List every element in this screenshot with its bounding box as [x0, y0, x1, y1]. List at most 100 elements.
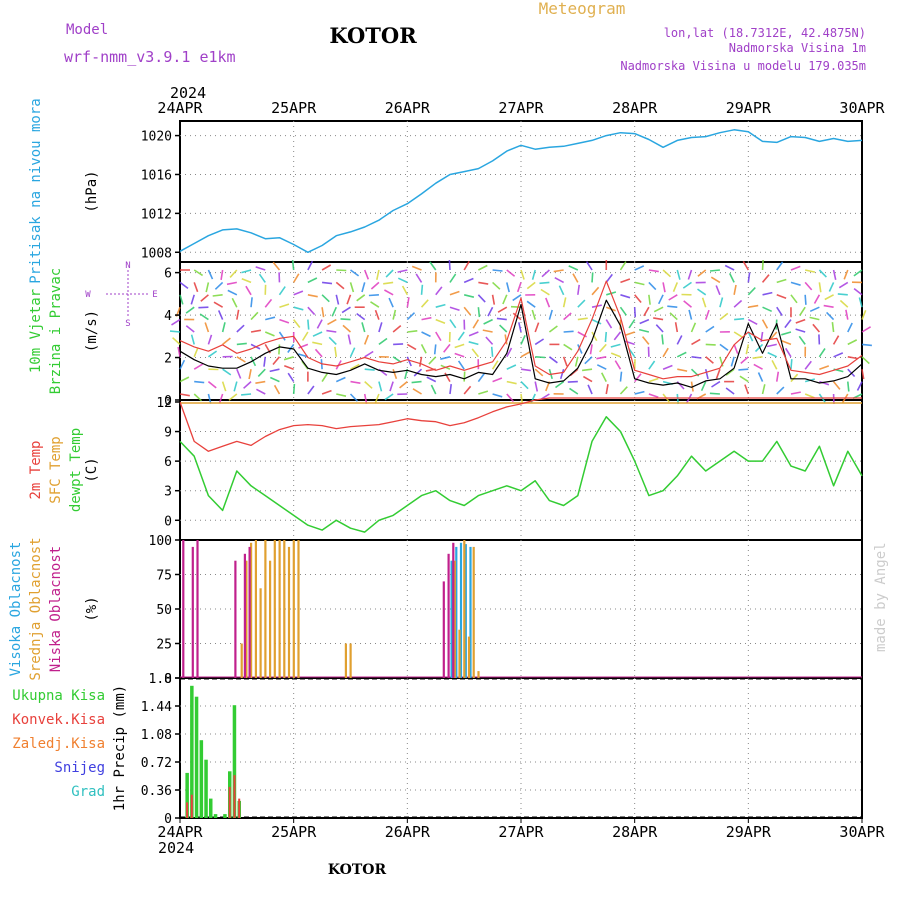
wind-barb: [499, 324, 508, 333]
wind-barb: [761, 319, 769, 329]
wind-barb: [520, 368, 532, 372]
wind-barb: [534, 368, 544, 377]
elevation-label: Nadmorska Visina 1m: [729, 41, 866, 55]
wind-barb: [776, 294, 787, 299]
wind-barb: [199, 313, 209, 321]
precip-bar: [233, 775, 236, 818]
wind-barb: [563, 312, 572, 321]
wind-barb: [809, 316, 820, 321]
wind-barb: [492, 377, 503, 383]
wind-barb: [342, 324, 352, 333]
x-label-top: 26APR: [385, 99, 431, 117]
wind-barb: [697, 269, 707, 277]
cloud-bar: [240, 643, 243, 678]
wind-barb: [577, 344, 583, 354]
wind-barb: [781, 331, 792, 336]
model-label: Model: [66, 22, 108, 38]
wind-barb: [559, 368, 565, 380]
wind-barb: [413, 368, 423, 377]
wind-barb: [392, 368, 398, 379]
wind-barb: [591, 286, 600, 296]
wind-barb: [819, 365, 830, 370]
wind-barb: [634, 294, 642, 304]
wind-barb: [412, 388, 422, 395]
wind-barb: [761, 274, 770, 283]
y-tick-label: 25: [156, 638, 172, 653]
wind-gust-line: [179, 280, 863, 380]
x-label-bottom: 25APR: [271, 823, 317, 841]
wind-barb: [193, 269, 204, 277]
wind-barb: [534, 381, 539, 392]
wind-barb: [340, 318, 351, 321]
wind-barb: [346, 294, 352, 305]
wind-barb: [553, 269, 564, 273]
wind-barb: [321, 294, 330, 303]
wind-barb: [613, 331, 622, 341]
wind-barb: [236, 368, 242, 379]
y-tick-label: 0.72: [141, 756, 172, 771]
wind-barb: [634, 265, 645, 271]
wind-barb: [648, 360, 656, 370]
y-tick-label: 6: [164, 455, 172, 470]
wind-barb: [577, 284, 580, 295]
wind-barb: [662, 282, 666, 293]
wind-barb: [619, 306, 627, 316]
wind-barb: [776, 261, 784, 271]
wind-barb: [725, 368, 735, 376]
wind-barb: [255, 380, 266, 384]
wind-barb: [610, 343, 621, 348]
wind-barb: [443, 343, 451, 353]
wind-barb: [350, 363, 360, 370]
wind-barb: [530, 393, 536, 404]
cloud-bar: [349, 643, 352, 678]
wind-barb: [804, 360, 812, 370]
wind-barb: [762, 291, 773, 296]
wind-barb: [776, 278, 787, 284]
wind-barb: [837, 293, 848, 296]
wind-barb: [653, 306, 664, 313]
wind-barb: [471, 348, 480, 358]
wind-barb: [605, 384, 609, 395]
y-tick-label: 1.08: [141, 728, 172, 743]
wind-barb: [605, 319, 613, 329]
wind-barb: [392, 324, 402, 333]
wind-barb: [420, 344, 427, 354]
wind-barb: [361, 322, 366, 333]
chart-marks: [169, 129, 872, 818]
credit-watermark: made by Angel: [873, 542, 889, 652]
wind-barb: [809, 306, 820, 313]
precip-bar: [204, 759, 208, 818]
y-tick-label: 3: [164, 485, 172, 500]
wind-barb: [655, 324, 664, 333]
wind-barb: [531, 309, 536, 320]
wind-barb: [705, 325, 715, 333]
wind-barb: [433, 344, 437, 355]
wind-barb: [221, 322, 226, 333]
wind-barb: [463, 277, 474, 284]
cloud-bar: [450, 560, 453, 678]
wind-barb: [568, 265, 579, 271]
wind-barb: [384, 393, 394, 401]
wind-barb: [222, 337, 231, 346]
wind-barb: [468, 331, 479, 337]
wind-barb: [818, 282, 822, 293]
x-label-top: 30APR: [839, 99, 885, 117]
wind-barb: [336, 269, 347, 272]
wind-barb: [393, 343, 404, 346]
wind-barb: [668, 294, 678, 301]
wind-barb: [795, 318, 806, 324]
cloud-bar: [458, 629, 461, 678]
wind-barb: [463, 294, 475, 298]
wind-barb: [236, 309, 240, 320]
wind-barb: [691, 338, 701, 346]
wind-barb: [719, 297, 724, 308]
wind-barb: [328, 336, 337, 345]
wind-barb: [492, 393, 503, 398]
wind-barb: [776, 386, 785, 395]
wind-barb: [662, 269, 672, 278]
wind-barb: [200, 294, 209, 302]
footer-station: KOTOR: [328, 862, 387, 878]
wind-barb: [335, 376, 346, 383]
wind-barb: [207, 334, 213, 345]
y-unit-label: (%): [84, 596, 100, 621]
